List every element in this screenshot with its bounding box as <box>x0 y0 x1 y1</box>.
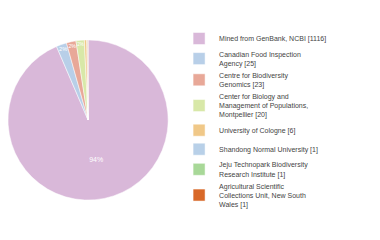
svg-text:Canadian Food InspectionAgency: Canadian Food InspectionAgency [25] <box>219 51 301 68</box>
svg-text:Shandong Normal University [1]: Shandong Normal University [1] <box>219 146 318 154</box>
svg-text:Center for Biology andManageme: Center for Biology andManagement of Popu… <box>219 93 308 119</box>
svg-text:2%: 2% <box>68 43 76 49</box>
svg-text:Jeju Technopark BiodiversityRe: Jeju Technopark BiodiversityResearch Ins… <box>219 161 308 178</box>
svg-text:Agricultural ScientificCollect: Agricultural ScientificCollections Unit,… <box>219 183 306 209</box>
svg-text:Centre for BiodiversityGenomic: Centre for BiodiversityGenomics [23] <box>219 72 288 89</box>
svg-text:Mined from GenBank, NCBI [1116: Mined from GenBank, NCBI [1116] <box>219 35 326 43</box>
svg-text:2%: 2% <box>77 42 84 47</box>
svg-text:94%: 94% <box>89 156 103 163</box>
svg-text:University of Cologne [6]: University of Cologne [6] <box>219 127 295 135</box>
svg-text:2%: 2% <box>59 46 67 52</box>
